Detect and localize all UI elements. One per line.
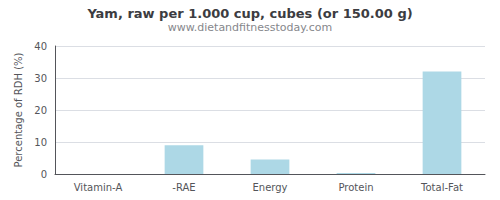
- svg-text:Protein: Protein: [338, 182, 373, 193]
- svg-text:-RAE: -RAE: [172, 182, 195, 193]
- svg-text:10: 10: [34, 137, 47, 148]
- svg-text:www.dietandfitnesstoday.com: www.dietandfitnesstoday.com: [168, 21, 332, 34]
- svg-text:Percentage of RDH (%): Percentage of RDH (%): [13, 52, 24, 167]
- svg-text:30: 30: [34, 73, 47, 84]
- svg-text:40: 40: [34, 41, 47, 52]
- svg-text:0: 0: [41, 169, 47, 180]
- svg-text:Total-Fat: Total-Fat: [420, 182, 463, 193]
- svg-text:Energy: Energy: [252, 182, 287, 193]
- svg-text:Yam, raw per 1.000 cup, cubes: Yam, raw per 1.000 cup, cubes (or 150.00…: [86, 6, 412, 21]
- svg-text:Vitamin-A: Vitamin-A: [74, 182, 123, 193]
- svg-text:20: 20: [34, 105, 47, 116]
